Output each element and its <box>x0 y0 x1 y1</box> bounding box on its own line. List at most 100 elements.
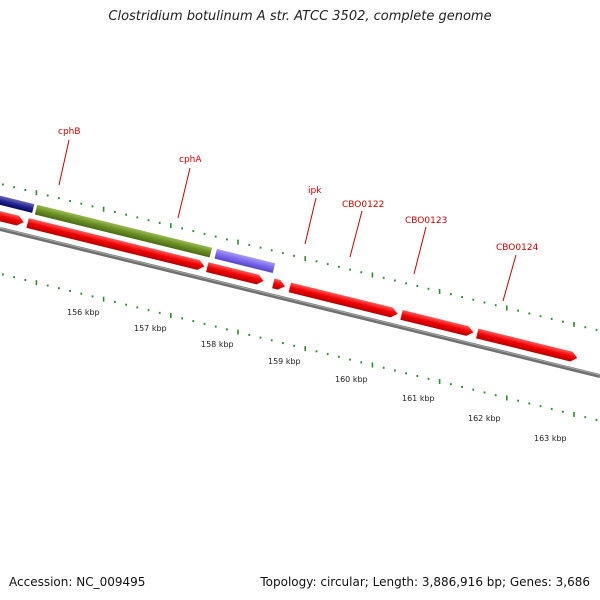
cds-arrow-1[interactable] <box>0 204 25 227</box>
gc-upper-tick <box>450 293 452 296</box>
gc-upper-tick <box>226 238 228 241</box>
gc-lower-tick <box>24 279 27 281</box>
gc-upper-tick <box>472 298 475 301</box>
gc-upper-tick <box>203 232 206 235</box>
gc-upper-tick <box>550 317 553 320</box>
cphB-gene-bar[interactable] <box>0 190 35 213</box>
gc-upper-tick <box>349 268 351 271</box>
gc-upper-tick <box>35 190 38 196</box>
scale-label-160: 160 kbp <box>335 375 368 384</box>
gc-lower-tick <box>550 407 553 410</box>
gc-lower-tick <box>562 410 564 413</box>
gc-upper-tick <box>136 216 139 219</box>
gc-lower-tick <box>472 388 475 391</box>
cds-arrow-CBO0124[interactable] <box>400 310 474 337</box>
map-title: Clostridium botulinum A str. ATCC 3502, … <box>108 9 492 24</box>
gene-label-CBO0123: CBO0123 <box>405 216 447 226</box>
gc-upper-tick <box>304 256 306 262</box>
gc-upper-tick <box>573 321 575 327</box>
gc-upper-tick <box>382 276 385 279</box>
gc-upper-tick <box>270 249 273 252</box>
gc-lower-tick <box>595 418 598 421</box>
gc-skew-ticks-lower <box>2 273 598 421</box>
gc-lower-tick <box>192 320 195 323</box>
gc-upper-tick <box>517 309 519 312</box>
gc-upper-tick <box>371 272 374 278</box>
gc-upper-tick <box>248 243 251 246</box>
gc-lower-tick <box>405 372 407 375</box>
gc-upper-tick <box>80 202 83 205</box>
cds-arrow-3[interactable] <box>206 262 265 286</box>
gc-lower-tick <box>338 355 340 358</box>
scale-label-162: 162 kbp <box>468 414 501 423</box>
gc-lower-tick <box>282 342 284 345</box>
gc-lower-tick <box>528 402 531 405</box>
cds-arrow-6[interactable] <box>476 328 578 363</box>
gc-upper-tick <box>102 206 105 212</box>
gc-upper-tick <box>114 210 116 213</box>
gc-lower-tick <box>494 394 497 397</box>
gc-lower-tick <box>91 295 94 298</box>
gc-upper-tick <box>293 254 295 257</box>
gene-label-CBO0124: CBO0124 <box>496 243 539 253</box>
gc-lower-tick <box>315 350 318 353</box>
gc-lower-tick <box>461 386 463 388</box>
gc-upper-tick <box>170 223 172 229</box>
gc-skew-ticks-upper <box>2 183 598 331</box>
gc-lower-tick <box>539 405 542 408</box>
gc-lower-tick <box>80 292 83 295</box>
CBO0124-leader <box>502 254 517 302</box>
gc-lower-tick <box>438 379 441 384</box>
gc-lower-tick <box>114 300 116 303</box>
gc-lower-tick <box>170 313 172 319</box>
gc-upper-tick <box>562 320 564 323</box>
cds-arrow-4[interactable] <box>272 278 286 292</box>
gc-upper-tick <box>315 260 318 263</box>
gc-lower-tick <box>158 311 161 314</box>
gc-upper-tick <box>158 221 161 224</box>
gene-label-ipk: ipk <box>308 186 322 196</box>
scale-label-156: 156 kbp <box>67 308 100 317</box>
gc-lower-tick <box>259 336 262 339</box>
scale-label-159: 159 kbp <box>268 357 301 366</box>
gc-upper-tick <box>91 205 94 208</box>
cds-arrow-2[interactable] <box>26 218 205 271</box>
gc-lower-tick <box>125 303 127 306</box>
gc-upper-tick <box>326 263 329 266</box>
gc-upper-tick <box>214 235 217 238</box>
cphA-gene-bar[interactable] <box>34 204 213 258</box>
cphA-leader <box>177 167 191 219</box>
gc-upper-tick <box>181 227 183 230</box>
gc-upper-tick <box>539 315 542 318</box>
gc-lower-tick <box>506 395 508 401</box>
ipk-gene-bar[interactable] <box>214 248 276 273</box>
gc-lower-tick <box>2 273 4 276</box>
ipk-leader <box>304 197 317 245</box>
gc-lower-tick <box>102 296 105 302</box>
gc-lower-tick <box>214 325 217 328</box>
gc-upper-tick <box>237 239 239 245</box>
gc-lower-tick <box>416 375 419 377</box>
gc-lower-tick <box>58 287 60 290</box>
gc-lower-tick <box>293 344 295 347</box>
gc-lower-tick <box>147 309 150 312</box>
gene-label-cphB: cphB <box>58 127 81 137</box>
gc-upper-tick <box>147 219 150 222</box>
gc-lower-tick <box>13 276 15 279</box>
gc-upper-tick <box>394 279 396 282</box>
gc-upper-tick <box>483 301 486 304</box>
gc-lower-tick <box>203 322 206 325</box>
gc-upper-tick <box>595 328 598 331</box>
gc-lower-tick <box>573 411 575 417</box>
accession-info: Accession: NC_009495 <box>9 575 146 589</box>
gc-lower-tick <box>136 306 139 309</box>
cds-arrow-CBO0123[interactable] <box>288 282 399 319</box>
gc-lower-tick <box>360 361 363 364</box>
gc-lower-tick <box>181 317 183 320</box>
CBO0123-leader <box>413 226 427 275</box>
gc-upper-tick <box>528 312 531 315</box>
gc-lower-tick <box>46 284 49 287</box>
gc-upper-tick <box>192 230 195 233</box>
gc-upper-tick <box>438 289 441 294</box>
